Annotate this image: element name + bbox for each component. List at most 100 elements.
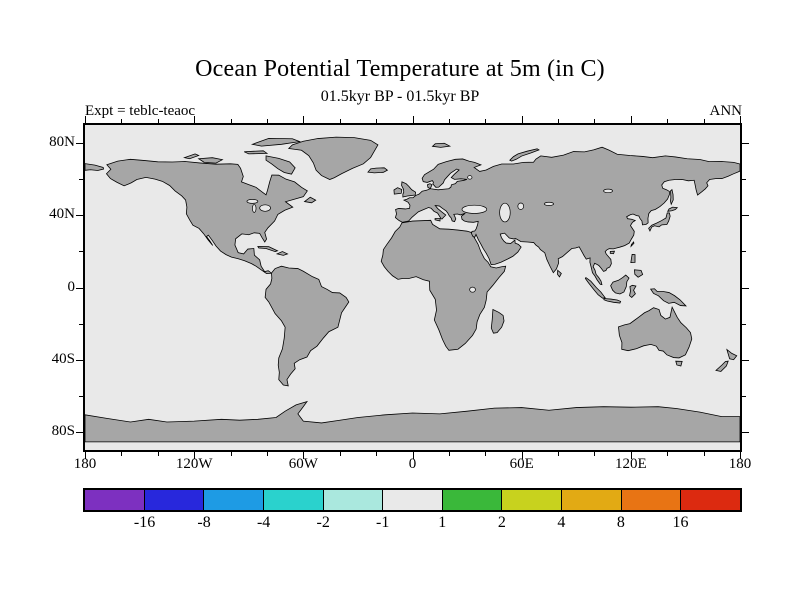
landmass-eurasia xyxy=(395,147,740,284)
y-major-tick xyxy=(742,360,749,361)
x-minor-tick xyxy=(704,119,705,123)
colorbar-label: -16 xyxy=(133,514,156,531)
y-major-tick xyxy=(76,143,83,144)
landmass-baffin-island xyxy=(266,156,295,174)
x-minor-tick xyxy=(667,452,668,456)
lake-lake-michigan xyxy=(252,204,256,212)
landmass-java xyxy=(604,299,621,304)
x-major-tick xyxy=(631,452,632,459)
landmass-hokkaido xyxy=(668,207,677,211)
x-major-tick xyxy=(303,452,304,459)
landmass-svalbard xyxy=(433,143,450,147)
x-major-tick xyxy=(631,116,632,123)
colorbar-segment xyxy=(441,490,502,510)
x-tick-label: 120E xyxy=(614,456,647,472)
y-minor-tick xyxy=(79,396,83,397)
landmass-new-guinea xyxy=(651,289,686,306)
landmass-britain xyxy=(402,182,416,197)
x-tick-label: 180 xyxy=(73,456,97,472)
season-label: ANN xyxy=(709,103,743,119)
x-minor-tick xyxy=(594,452,595,456)
experiment-label: Expt = teblc-teaoc xyxy=(85,103,196,119)
landmass-greenland xyxy=(289,137,378,179)
landmass-antarctica xyxy=(85,402,740,442)
colorbar-segment xyxy=(620,490,681,510)
x-minor-tick xyxy=(667,119,668,123)
lake-aral-sea xyxy=(518,203,524,210)
colorbar-label: -8 xyxy=(197,514,211,531)
landmass-sakhalin xyxy=(670,190,673,205)
colorbar-label: -4 xyxy=(256,514,271,531)
y-tick-label: 80N xyxy=(49,134,75,151)
lake-lake-superior xyxy=(247,199,258,203)
landmass-madagascar xyxy=(491,310,504,334)
x-minor-tick xyxy=(485,119,486,123)
landmass-hainan xyxy=(610,251,614,254)
landmass-south-america xyxy=(265,266,349,386)
colorbar-label: 8 xyxy=(616,514,625,531)
landmass-tasmania xyxy=(676,361,682,366)
landmass-mindanao xyxy=(634,270,642,277)
landmass-nz-south-island xyxy=(716,361,728,371)
y-minor-tick xyxy=(79,324,83,325)
x-major-tick xyxy=(85,452,86,459)
colorbar-label: -2 xyxy=(316,514,330,531)
x-tick-label: 60W xyxy=(288,456,318,472)
x-minor-tick xyxy=(231,119,232,123)
y-minor-tick xyxy=(742,179,746,180)
y-major-tick xyxy=(76,360,83,361)
x-tick-label: 120W xyxy=(175,456,213,472)
colorbar-segment xyxy=(262,490,323,510)
x-minor-tick xyxy=(267,452,268,456)
colorbar-segment xyxy=(501,490,562,510)
colorbar-label: 4 xyxy=(557,514,566,531)
x-minor-tick xyxy=(158,452,159,456)
x-tick-label: 60E xyxy=(509,456,534,472)
colorbar-label: 2 xyxy=(497,514,506,531)
x-minor-tick xyxy=(704,452,705,456)
landmass-borneo xyxy=(611,275,629,294)
colorbar-label: -1 xyxy=(376,514,390,531)
lake-lake-ladoga xyxy=(468,176,472,180)
colorbar-segment xyxy=(322,490,383,510)
y-major-tick xyxy=(742,143,749,144)
x-major-tick xyxy=(85,116,86,123)
y-minor-tick xyxy=(742,324,746,325)
x-major-tick xyxy=(740,452,741,459)
landmass-nz-north-island xyxy=(727,350,737,360)
landmass-taiwan xyxy=(631,242,634,246)
colorbar xyxy=(83,488,742,512)
x-minor-tick xyxy=(231,452,232,456)
x-minor-tick xyxy=(558,119,559,123)
map-plot-frame xyxy=(83,123,742,452)
landmass-victoria-island xyxy=(199,158,223,163)
colorbar-segment xyxy=(85,490,144,510)
x-major-tick xyxy=(303,116,304,123)
x-minor-tick xyxy=(376,119,377,123)
y-minor-tick xyxy=(742,251,746,252)
lake-caspian-sea xyxy=(500,203,511,222)
y-minor-tick xyxy=(79,251,83,252)
landmass-luzon xyxy=(631,254,635,262)
landmass-sumatra xyxy=(585,278,605,299)
colorbar-segment xyxy=(561,490,621,510)
x-minor-tick xyxy=(449,452,450,456)
lake-lakes-huron-erie-ontario xyxy=(260,205,271,212)
x-tick-label: 0 xyxy=(408,456,417,472)
x-tick-label: 180 xyxy=(728,456,752,472)
landmass-ellesmere-island xyxy=(252,138,299,146)
colorbar-segment xyxy=(680,490,741,510)
x-major-tick xyxy=(522,452,523,459)
y-major-tick xyxy=(76,215,83,216)
x-major-tick xyxy=(740,116,741,123)
plot-title: Ocean Potential Temperature at 5m (in C) xyxy=(195,56,605,82)
lake-lake-balkhash xyxy=(544,202,553,205)
landmass-north-america xyxy=(106,159,307,273)
x-minor-tick xyxy=(267,119,268,123)
landmass-devon-island xyxy=(244,151,267,154)
y-tick-label: 40N xyxy=(49,206,75,223)
x-major-tick xyxy=(194,116,195,123)
landmass-australia xyxy=(618,307,691,358)
landmass-hispaniola xyxy=(277,252,287,256)
